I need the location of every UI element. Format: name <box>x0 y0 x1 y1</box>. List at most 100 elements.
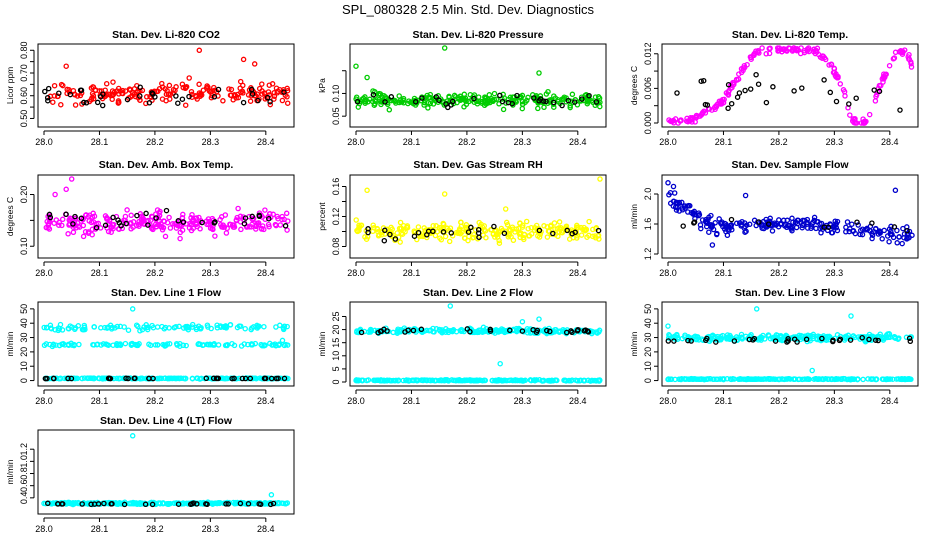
data-point <box>212 219 218 225</box>
data-point <box>769 228 776 234</box>
x-tick-label: 28.3 <box>514 396 532 406</box>
data-point <box>872 337 879 343</box>
data-point <box>208 94 215 101</box>
data-point <box>704 102 711 108</box>
data-point <box>842 376 848 382</box>
data-point <box>124 207 130 213</box>
data-point <box>822 56 829 63</box>
data-point <box>747 86 754 92</box>
data-point <box>574 328 581 334</box>
data-point <box>850 333 857 339</box>
data-point <box>70 224 76 230</box>
data-point <box>784 217 791 224</box>
data-point <box>709 107 715 113</box>
data-point <box>728 216 735 223</box>
data-point <box>569 377 575 383</box>
data-point <box>186 93 192 100</box>
data-point <box>186 225 193 231</box>
data-point <box>441 191 448 197</box>
data-point <box>770 84 776 90</box>
data-point <box>282 501 289 507</box>
data-point <box>817 54 824 60</box>
data-point <box>849 221 855 227</box>
data-point <box>828 61 835 68</box>
data-point <box>68 176 75 182</box>
data-point <box>859 231 866 238</box>
data-point <box>502 206 509 212</box>
x-tick-label: 28.4 <box>257 268 275 278</box>
data-point <box>536 316 542 322</box>
data-point <box>143 210 149 217</box>
data-point <box>447 303 454 309</box>
data-point <box>63 63 69 69</box>
data-point <box>765 221 772 227</box>
data-point <box>783 224 790 231</box>
data-point <box>580 226 586 233</box>
data-point <box>432 232 439 239</box>
data-point <box>226 86 232 92</box>
y-tick-label: 10 <box>19 361 29 371</box>
x-tick-label: 28.1 <box>403 396 421 406</box>
data-point <box>230 97 236 103</box>
data-point <box>456 226 463 232</box>
data-point <box>398 225 404 232</box>
data-point <box>150 226 156 233</box>
data-point <box>227 321 234 328</box>
data-point <box>535 105 541 112</box>
data-point <box>436 97 442 104</box>
y-tick-label: 0 <box>331 379 341 384</box>
data-point <box>433 94 439 100</box>
data-point <box>685 202 692 209</box>
data-point <box>236 375 242 382</box>
data-point <box>536 234 543 240</box>
data-point <box>804 219 810 226</box>
data-point <box>78 215 85 222</box>
plot-frame <box>349 174 607 259</box>
data-point <box>188 88 195 95</box>
data-point <box>440 221 447 228</box>
data-point <box>830 338 836 345</box>
data-point <box>665 338 672 344</box>
data-point <box>827 89 834 96</box>
data-point <box>209 501 216 507</box>
data-point <box>480 328 486 334</box>
data-point <box>430 222 436 229</box>
data-point <box>442 233 449 240</box>
data-point <box>171 375 178 382</box>
data-point <box>375 377 381 383</box>
data-point <box>838 376 845 383</box>
data-point <box>784 339 790 345</box>
data-point <box>830 69 837 76</box>
data-point <box>671 120 677 126</box>
data-point <box>209 88 215 94</box>
data-point <box>45 97 51 104</box>
data-point <box>138 216 145 223</box>
data-point <box>230 499 237 506</box>
data-point <box>567 104 573 111</box>
data-point <box>145 222 151 228</box>
data-point <box>901 234 907 241</box>
data-point <box>736 90 743 96</box>
data-point <box>166 82 173 89</box>
data-point <box>471 95 477 102</box>
data-point <box>377 377 384 384</box>
data-point <box>759 45 765 51</box>
data-point <box>799 224 805 231</box>
data-point <box>432 377 439 384</box>
x-tick-label: 28.3 <box>202 524 220 534</box>
data-point <box>550 230 556 237</box>
data-point <box>767 215 773 222</box>
data-point <box>229 375 235 382</box>
data-point <box>731 338 738 344</box>
data-point <box>493 327 499 333</box>
data-point <box>275 375 281 382</box>
data-point <box>150 500 157 507</box>
data-point <box>833 98 840 105</box>
data-point <box>80 233 87 240</box>
data-point <box>196 90 203 96</box>
data-point <box>475 226 482 233</box>
